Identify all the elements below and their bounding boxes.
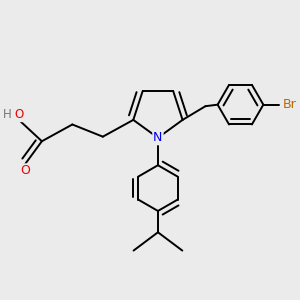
Text: O: O [20, 164, 30, 177]
Text: O: O [14, 108, 24, 121]
Text: N: N [153, 131, 163, 144]
Text: Br: Br [282, 98, 296, 111]
Text: H: H [2, 108, 11, 121]
